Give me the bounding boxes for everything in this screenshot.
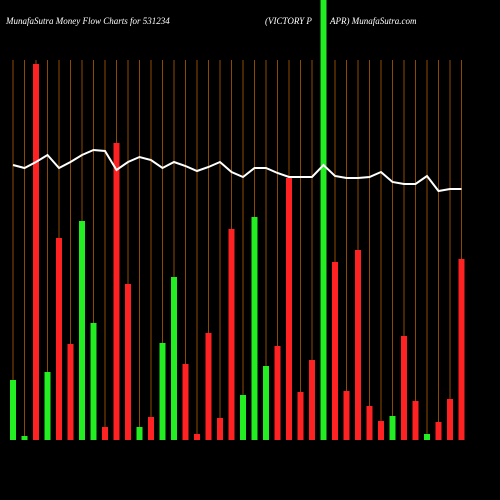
money-flow-line: [12, 148, 462, 193]
bar: [10, 380, 16, 440]
bar: [102, 427, 108, 440]
bar: [44, 372, 51, 440]
bar: [274, 346, 281, 440]
bar: [194, 434, 200, 440]
bar: [435, 422, 442, 440]
bar: [90, 323, 97, 440]
bar: [401, 336, 407, 440]
bar: [79, 221, 85, 440]
bar: [447, 399, 453, 440]
bar: [182, 364, 189, 440]
bar: [33, 64, 39, 440]
bar: [355, 250, 361, 440]
bar: [458, 259, 465, 440]
bar: [343, 391, 350, 440]
bar: [67, 344, 74, 440]
bar: [159, 343, 166, 440]
bar: [171, 277, 177, 440]
bar: [378, 421, 384, 440]
bar: [240, 395, 246, 440]
bar: [412, 401, 419, 440]
bar: [263, 366, 269, 440]
bar: [251, 217, 258, 440]
bar: [125, 284, 131, 440]
bar: [113, 143, 120, 440]
bar: [424, 434, 430, 440]
bar: [286, 178, 292, 440]
bar: [148, 417, 154, 440]
bar: [389, 416, 396, 440]
bar: [205, 333, 212, 440]
bar: [332, 262, 338, 440]
bar: [309, 360, 315, 440]
bar: [136, 427, 143, 440]
chart-title-right: APR) MunafaSutra.com: [329, 16, 417, 26]
chart-subtitle: (VICTORY P: [265, 16, 312, 26]
bar: [297, 392, 304, 440]
bar: [366, 406, 373, 440]
bar: [217, 418, 223, 440]
chart-title: MunafaSutra Money Flow Charts for 531234: [5, 16, 170, 26]
bar: [320, 0, 327, 440]
bar: [228, 229, 235, 440]
bar: [56, 238, 62, 440]
bar: [21, 436, 28, 440]
